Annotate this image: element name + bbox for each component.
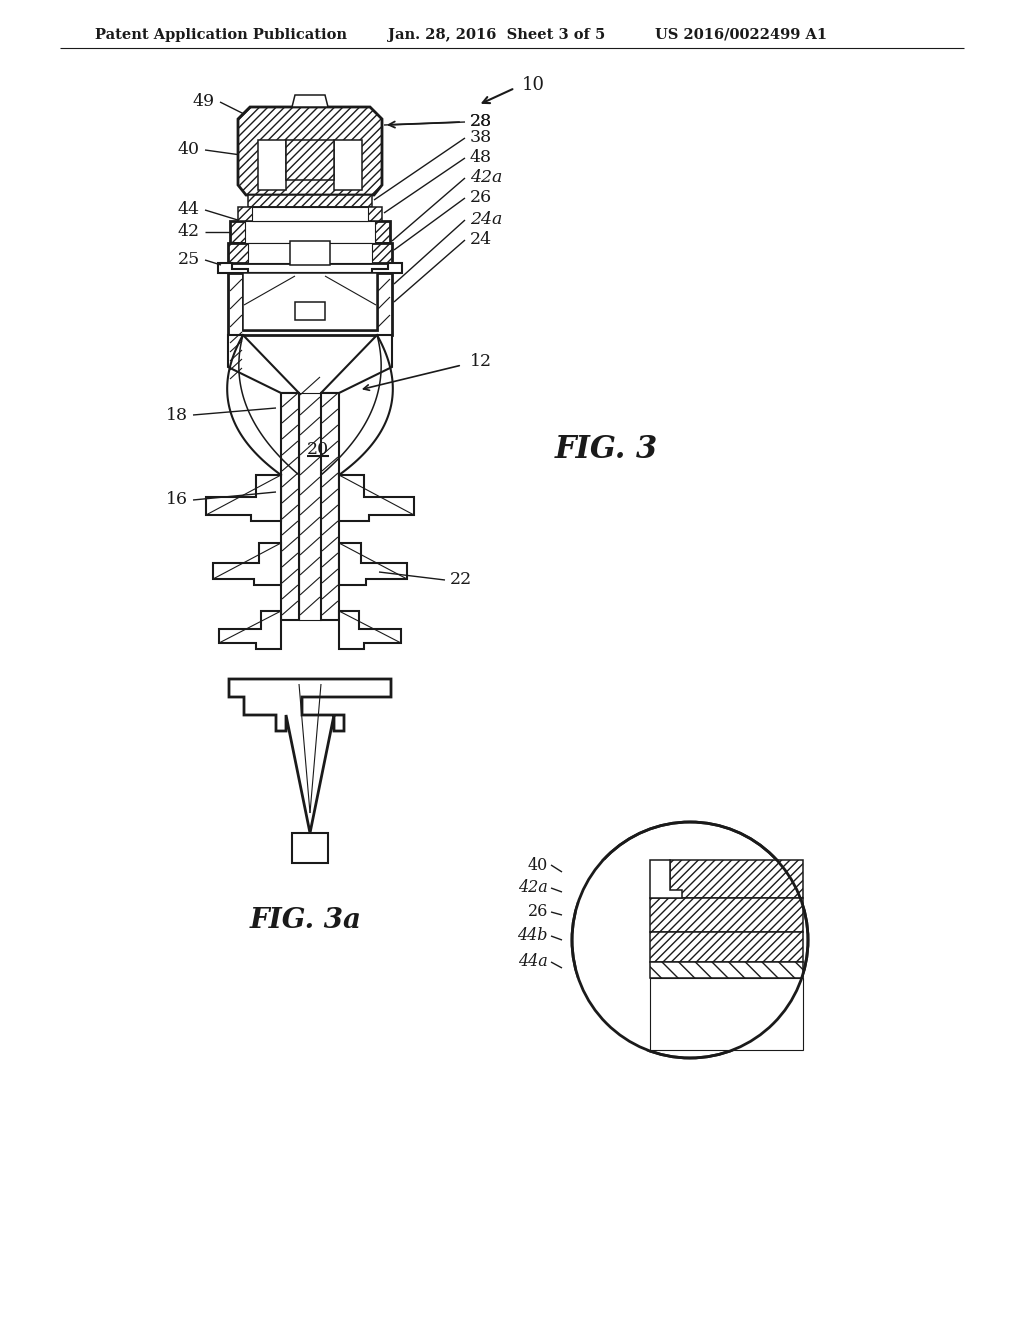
- Polygon shape: [650, 932, 803, 962]
- Bar: [243, 273, 377, 330]
- Bar: [230, 220, 390, 243]
- Polygon shape: [321, 335, 392, 393]
- Polygon shape: [650, 861, 682, 898]
- Text: 20: 20: [307, 441, 329, 458]
- Bar: [295, 302, 325, 319]
- Text: 40: 40: [178, 141, 200, 158]
- Bar: [299, 393, 321, 620]
- Bar: [252, 207, 368, 220]
- Text: 44a: 44a: [518, 953, 548, 970]
- Polygon shape: [339, 543, 407, 585]
- Text: 24a: 24a: [470, 211, 503, 228]
- Polygon shape: [650, 898, 803, 932]
- Text: 16: 16: [166, 491, 188, 508]
- Bar: [292, 833, 328, 863]
- Text: 44: 44: [178, 202, 200, 219]
- Text: US 2016/0022499 A1: US 2016/0022499 A1: [655, 28, 827, 42]
- Text: 44b: 44b: [517, 928, 548, 945]
- Text: 28: 28: [470, 114, 493, 131]
- Bar: [245, 220, 375, 243]
- Polygon shape: [292, 95, 328, 107]
- Polygon shape: [218, 263, 402, 273]
- Text: 42a: 42a: [470, 169, 503, 186]
- Polygon shape: [650, 962, 803, 978]
- Text: 10: 10: [522, 77, 545, 94]
- Text: 42: 42: [178, 223, 200, 240]
- Polygon shape: [339, 475, 414, 521]
- Text: 42a: 42a: [518, 879, 548, 896]
- Polygon shape: [339, 611, 401, 649]
- Polygon shape: [238, 107, 382, 195]
- Polygon shape: [577, 861, 650, 1049]
- Text: 25: 25: [178, 252, 200, 268]
- Polygon shape: [281, 393, 299, 620]
- Bar: [290, 242, 330, 265]
- Bar: [238, 207, 382, 220]
- Bar: [334, 140, 362, 190]
- Text: 48: 48: [470, 149, 492, 166]
- Text: 18: 18: [166, 407, 188, 424]
- Text: Jan. 28, 2016  Sheet 3 of 5: Jan. 28, 2016 Sheet 3 of 5: [388, 28, 605, 42]
- Text: 12: 12: [470, 354, 493, 371]
- Text: 28: 28: [470, 114, 493, 131]
- Text: 38: 38: [470, 129, 493, 147]
- Text: 26: 26: [470, 190, 493, 206]
- Polygon shape: [206, 475, 281, 521]
- Bar: [228, 243, 392, 263]
- Text: 40: 40: [527, 857, 548, 874]
- Bar: [286, 140, 334, 180]
- Polygon shape: [219, 611, 281, 649]
- Polygon shape: [650, 978, 803, 1049]
- Text: 22: 22: [450, 572, 472, 589]
- Bar: [248, 243, 372, 263]
- Polygon shape: [229, 678, 391, 833]
- Text: 26: 26: [527, 903, 548, 920]
- Polygon shape: [321, 393, 339, 620]
- Text: 49: 49: [193, 94, 215, 111]
- Polygon shape: [670, 861, 803, 898]
- Polygon shape: [228, 273, 392, 335]
- Polygon shape: [228, 335, 299, 393]
- Bar: [258, 140, 286, 190]
- Polygon shape: [213, 543, 281, 585]
- Text: FIG. 3: FIG. 3: [555, 434, 658, 466]
- Circle shape: [572, 822, 808, 1059]
- Bar: [248, 195, 372, 207]
- Text: Patent Application Publication: Patent Application Publication: [95, 28, 347, 42]
- Text: 24: 24: [470, 231, 493, 248]
- Text: FIG. 3a: FIG. 3a: [250, 907, 362, 933]
